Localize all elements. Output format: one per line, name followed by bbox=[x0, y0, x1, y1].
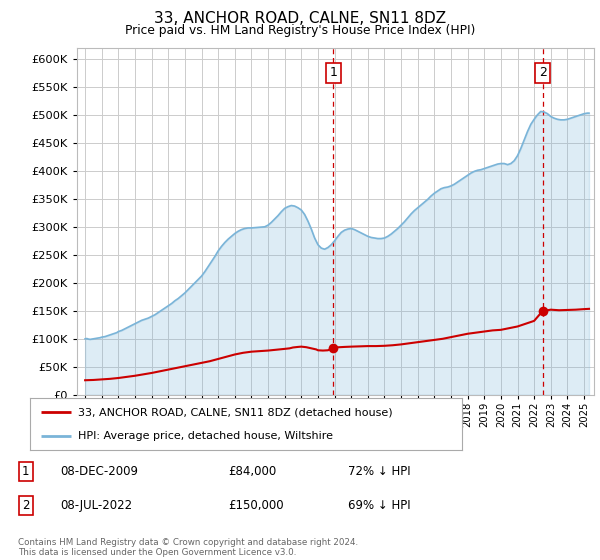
Text: 1: 1 bbox=[22, 465, 29, 478]
Text: 33, ANCHOR ROAD, CALNE, SN11 8DZ (detached house): 33, ANCHOR ROAD, CALNE, SN11 8DZ (detach… bbox=[77, 407, 392, 417]
Text: 08-JUL-2022: 08-JUL-2022 bbox=[60, 499, 132, 512]
Text: HPI: Average price, detached house, Wiltshire: HPI: Average price, detached house, Wilt… bbox=[77, 431, 332, 441]
Text: £150,000: £150,000 bbox=[228, 499, 284, 512]
Text: 72% ↓ HPI: 72% ↓ HPI bbox=[348, 465, 410, 478]
Text: 33, ANCHOR ROAD, CALNE, SN11 8DZ: 33, ANCHOR ROAD, CALNE, SN11 8DZ bbox=[154, 11, 446, 26]
Text: £84,000: £84,000 bbox=[228, 465, 276, 478]
Text: 1: 1 bbox=[329, 66, 337, 80]
Text: 69% ↓ HPI: 69% ↓ HPI bbox=[348, 499, 410, 512]
Text: 2: 2 bbox=[539, 66, 547, 80]
Text: Contains HM Land Registry data © Crown copyright and database right 2024.
This d: Contains HM Land Registry data © Crown c… bbox=[18, 538, 358, 557]
Text: Price paid vs. HM Land Registry's House Price Index (HPI): Price paid vs. HM Land Registry's House … bbox=[125, 24, 475, 36]
Text: 08-DEC-2009: 08-DEC-2009 bbox=[60, 465, 138, 478]
Text: 2: 2 bbox=[22, 499, 29, 512]
